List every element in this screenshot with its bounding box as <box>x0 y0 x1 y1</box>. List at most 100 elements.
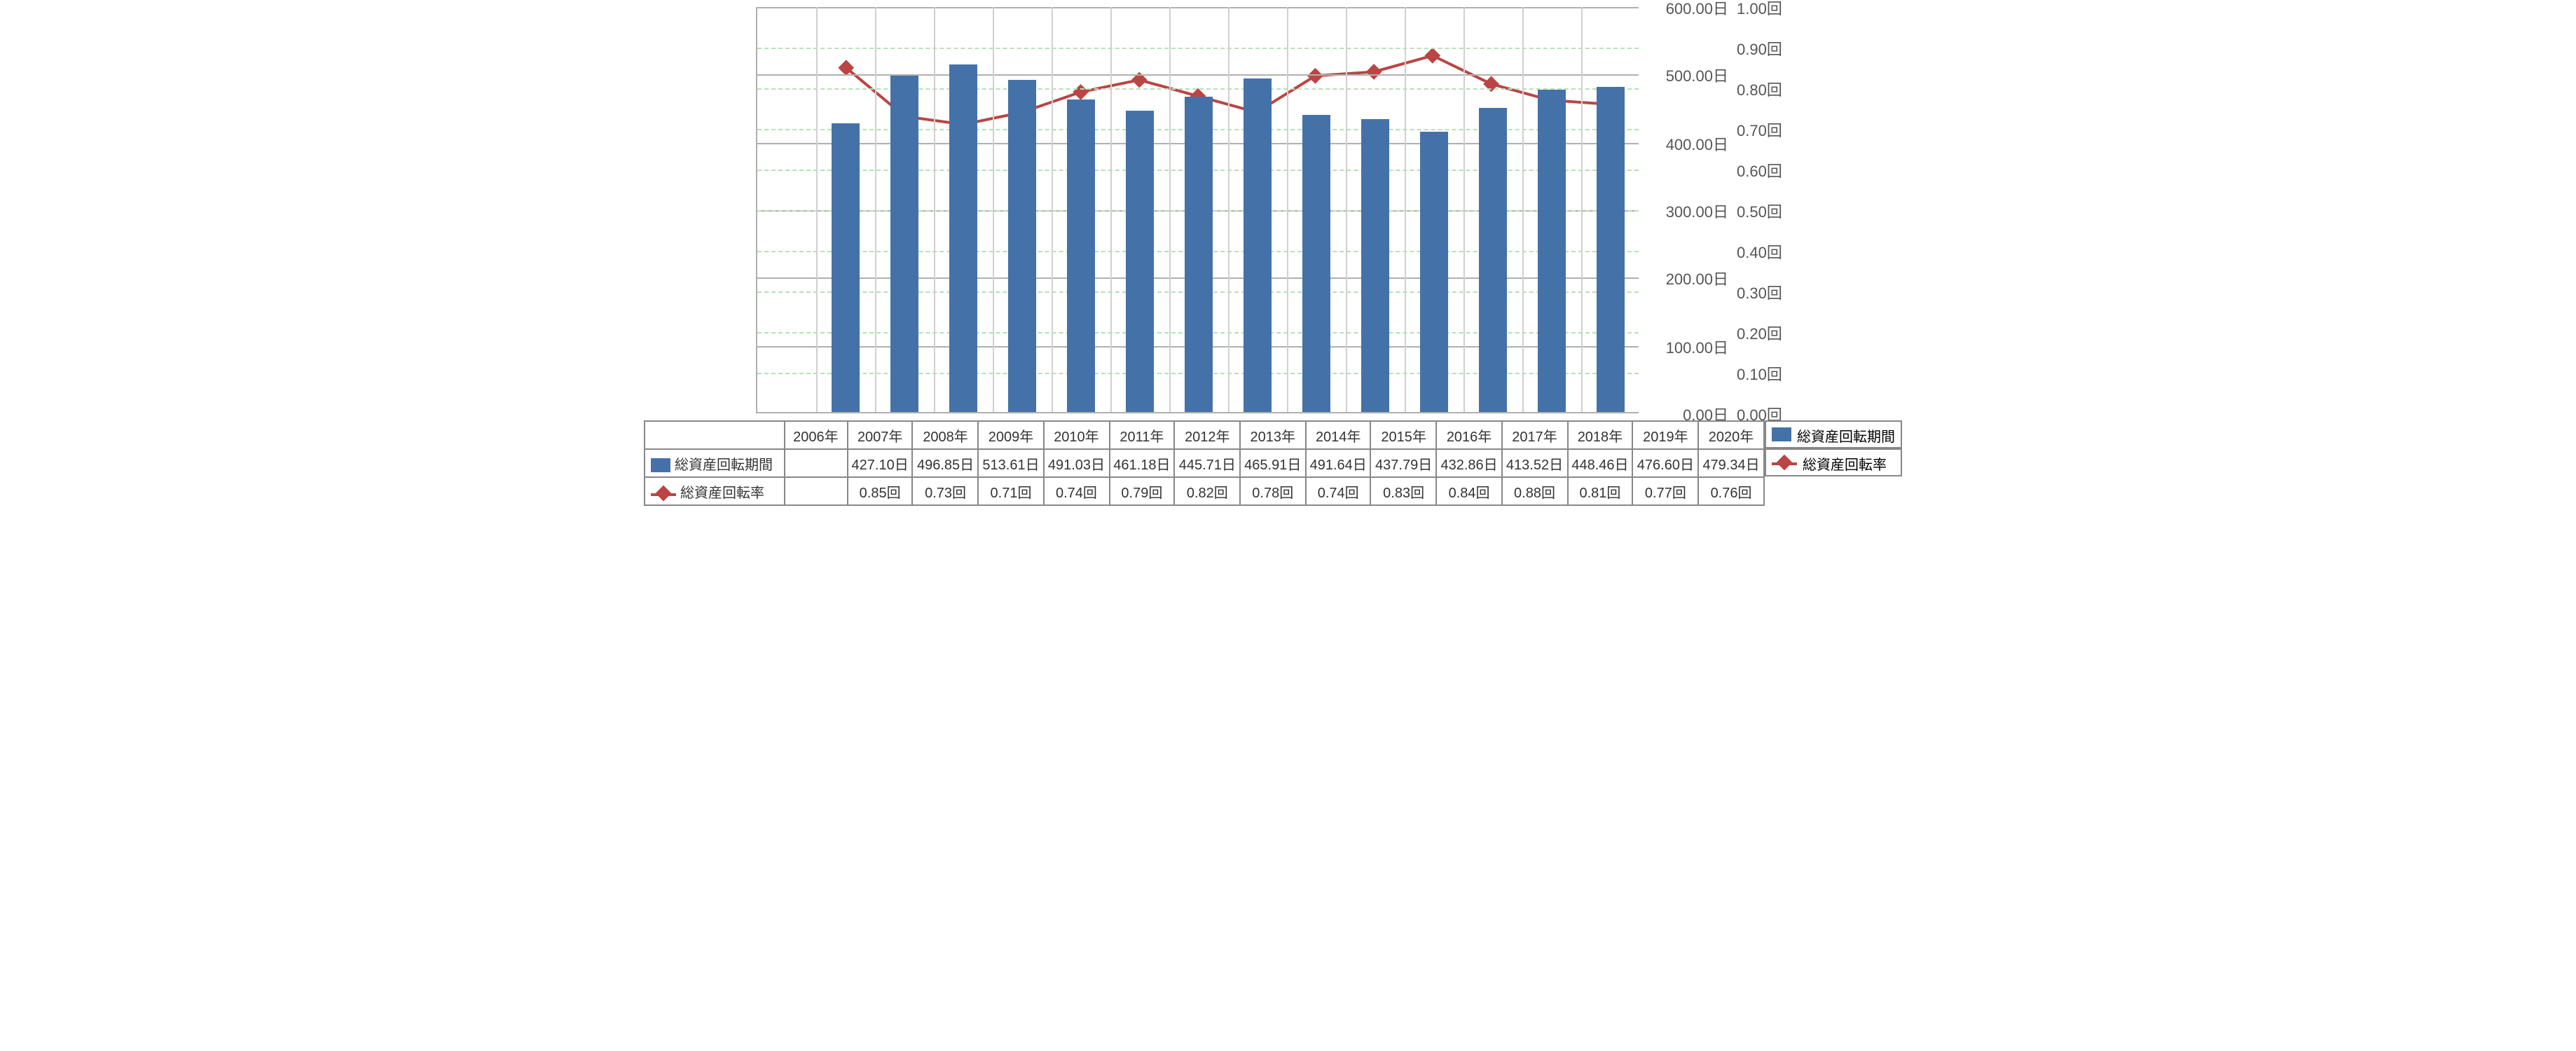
y1-tick-label: 300.00日 <box>1644 200 1728 223</box>
x-gridline <box>1346 7 1347 412</box>
bar-swatch-icon <box>651 459 670 473</box>
year-cell: 2010年 <box>1044 421 1109 449</box>
x-gridline <box>934 7 935 412</box>
y1-tick-label: 100.00日 <box>1644 336 1728 358</box>
year-cell: 2015年 <box>1371 421 1436 449</box>
bar <box>1244 79 1272 412</box>
value-cell: 0.83回 <box>1371 477 1436 505</box>
value-cell: 479.34日 <box>1698 449 1764 477</box>
value-cell: 445.71日 <box>1175 449 1240 477</box>
bar <box>1185 97 1213 412</box>
x-gridline <box>1581 7 1583 412</box>
year-cell: 2012年 <box>1175 421 1240 449</box>
y1-tick-label: 600.00日 <box>1644 0 1728 20</box>
value-cell: 0.79回 <box>1109 477 1174 505</box>
bar <box>1420 132 1448 412</box>
y2-tick-label: 0.30回 <box>1737 282 1821 304</box>
year-cell: 2016年 <box>1436 421 1501 449</box>
y1-tick-label: 500.00日 <box>1644 65 1728 88</box>
bar <box>1067 99 1095 412</box>
value-cell: 0.78回 <box>1240 477 1305 505</box>
value-cell: 413.52日 <box>1502 449 1567 477</box>
x-gridline <box>1052 7 1053 412</box>
y2-tick-label: 0.10回 <box>1737 363 1821 385</box>
row-header: 総資産回転期間 <box>645 449 784 477</box>
x-gridline <box>993 7 994 412</box>
y2-gridline <box>757 48 1639 49</box>
y2-tick-label: 0.50回 <box>1737 200 1821 223</box>
plot-area <box>756 7 1639 413</box>
legend-item-line: 総資産回転率 <box>1765 448 1902 476</box>
value-cell: 496.85日 <box>913 449 978 477</box>
x-gridline <box>1169 7 1171 412</box>
year-cell: 2019年 <box>1633 421 1698 449</box>
table-row: 総資産回転率0.85回0.73回0.71回0.74回0.79回0.82回0.78… <box>645 477 1764 505</box>
y1-gridline <box>757 75 1639 76</box>
y2-gridline <box>757 88 1639 90</box>
value-cell: 427.10日 <box>847 449 912 477</box>
line-swatch-icon <box>1772 455 1797 469</box>
y2-tick-label: 0.40回 <box>1737 241 1821 263</box>
value-cell: 432.86日 <box>1436 449 1501 477</box>
value-cell: 491.03日 <box>1044 449 1109 477</box>
x-gridline <box>1228 7 1230 412</box>
line-swatch-icon <box>651 487 676 501</box>
x-gridline <box>1405 7 1406 412</box>
y2-tick-label: 0.90回 <box>1737 38 1821 60</box>
bar <box>1479 109 1507 413</box>
chart-container: 0.00日100.00日200.00日300.00日400.00日500.00日… <box>644 0 2576 1051</box>
data-table: 2006年2007年2008年2009年2010年2011年2012年2013年… <box>644 420 1765 506</box>
y1-tick-label: 400.00日 <box>1644 132 1728 155</box>
x-gridline <box>1287 7 1288 412</box>
bar-swatch-icon <box>1772 427 1791 441</box>
value-cell: 465.91日 <box>1240 449 1305 477</box>
value-cell: 513.61日 <box>978 449 1043 477</box>
value-cell: 437.79日 <box>1371 449 1436 477</box>
value-cell: 0.77回 <box>1633 477 1698 505</box>
bar <box>1597 88 1625 412</box>
bar <box>949 64 977 412</box>
y1-tick-label: 200.00日 <box>1644 268 1728 291</box>
x-gridline <box>875 7 876 412</box>
bar <box>890 76 918 412</box>
year-cell: 2013年 <box>1240 421 1305 449</box>
legend-label-bar: 総資産回転期間 <box>1797 424 1895 445</box>
bar <box>832 123 860 412</box>
bar <box>1361 119 1389 412</box>
year-cell: 2020年 <box>1698 421 1764 449</box>
value-cell: 0.73回 <box>913 477 978 505</box>
value-cell: 0.84回 <box>1436 477 1501 505</box>
year-cell: 2014年 <box>1305 421 1370 449</box>
year-cell: 2018年 <box>1567 421 1632 449</box>
line-marker <box>1367 65 1381 79</box>
bar <box>1538 89 1566 412</box>
year-cell: 2011年 <box>1109 421 1174 449</box>
value-cell: 0.71回 <box>978 477 1043 505</box>
year-cell: 2007年 <box>847 421 912 449</box>
value-cell: 0.81回 <box>1567 477 1632 505</box>
y2-tick-label: 0.70回 <box>1737 119 1821 142</box>
value-cell: 461.18日 <box>1109 449 1174 477</box>
y2-tick-label: 0.20回 <box>1737 322 1821 345</box>
year-cell: 2006年 <box>784 421 847 449</box>
y2-tick-label: 1.00回 <box>1737 0 1821 20</box>
value-cell: 448.46日 <box>1567 449 1632 477</box>
row-header: 総資産回転率 <box>645 477 784 505</box>
row-header <box>645 421 784 449</box>
line-marker <box>1074 85 1088 99</box>
value-cell: 0.85回 <box>847 477 912 505</box>
value-cell: 491.64日 <box>1305 449 1370 477</box>
value-cell <box>784 449 847 477</box>
table-row: 2006年2007年2008年2009年2010年2011年2012年2013年… <box>645 421 1764 449</box>
value-cell: 476.60日 <box>1633 449 1698 477</box>
legend-label-line: 総資産回転率 <box>1803 452 1887 473</box>
bar <box>1008 79 1036 412</box>
y2-tick-label: 0.80回 <box>1737 78 1821 101</box>
value-cell: 0.82回 <box>1175 477 1240 505</box>
line-marker <box>1426 48 1440 62</box>
value-cell: 0.88回 <box>1502 477 1567 505</box>
y1-gridline <box>757 7 1639 8</box>
x-gridline <box>816 7 818 412</box>
bar <box>1126 110 1154 412</box>
legend-right: 総資産回転期間 総資産回転率 <box>1765 420 1902 476</box>
